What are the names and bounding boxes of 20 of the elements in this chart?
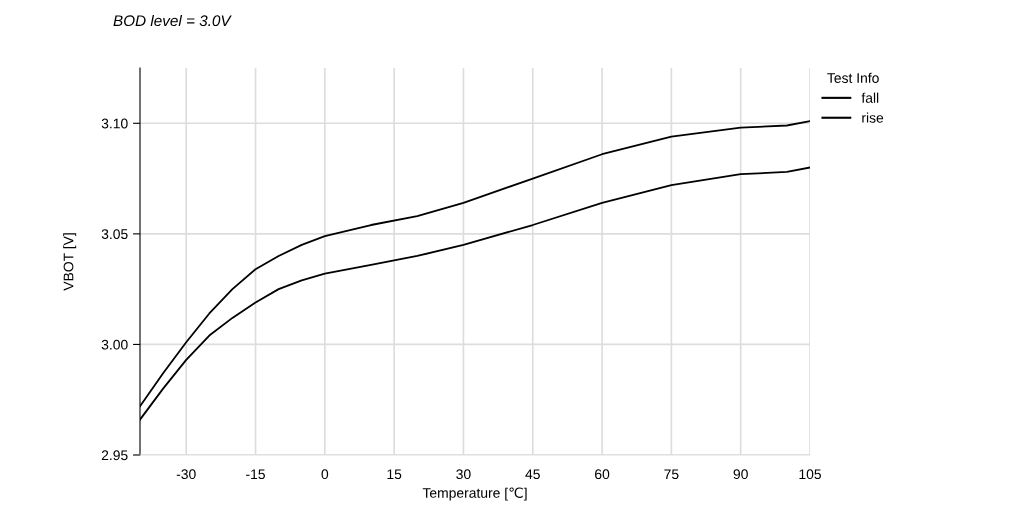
x-axis-title: Temperature [℃] [422, 487, 527, 501]
x-tick-label: 105 [799, 469, 822, 480]
x-tick-label: 60 [595, 469, 610, 480]
legend-label: fall [861, 92, 879, 103]
x-tick-label: 45 [525, 469, 540, 480]
x-tick-label: -30 [176, 469, 196, 480]
y-axis-title: VBOT [V] [63, 233, 77, 291]
x-tick-label: 30 [456, 469, 471, 480]
chart-subtitle: BOD level = 3.0V [113, 14, 232, 27]
x-tick-label: -15 [246, 469, 265, 480]
y-tick-label: 3.00 [101, 339, 128, 350]
legend-title: Test Info [827, 72, 879, 83]
x-tick-label: 0 [321, 469, 329, 480]
y-tick-label: 2.95 [101, 450, 128, 461]
y-tick-label: 3.05 [101, 229, 128, 240]
legend-label: rise [862, 112, 884, 123]
y-tick-label: 3.10 [101, 118, 128, 129]
x-tick-label: 90 [733, 469, 748, 480]
x-tick-label: 75 [664, 469, 679, 480]
x-tick-label: 15 [387, 469, 402, 480]
